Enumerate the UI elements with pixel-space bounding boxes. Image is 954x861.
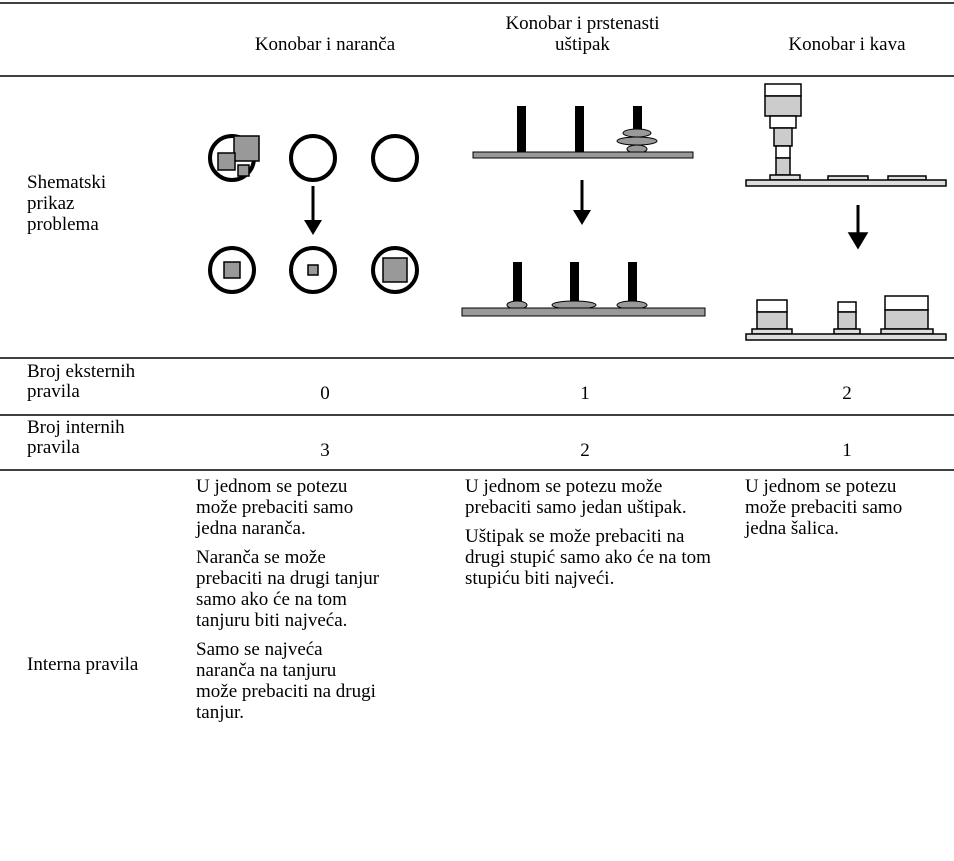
donut-diagram [461, 106, 706, 317]
rules-cell: U jednom se potezu može prebaciti samo j… [196, 476, 381, 731]
rule-text: Naranča se može prebaciti na drugi tanju… [196, 547, 380, 631]
coffee-diagram [745, 83, 947, 341]
rules-cell: U jednom se potezu može prebaciti samo j… [745, 476, 905, 547]
column-header: Konobar i kava [788, 34, 906, 55]
column-header: Konobar i prstenasti uštipak [505, 13, 660, 55]
row-label: Broj eksternih pravila [27, 361, 136, 402]
rule-text: U jednom se potezu može prebaciti samo j… [745, 476, 903, 539]
cell: 0 [320, 383, 330, 404]
cell: 3 [320, 440, 330, 461]
cell: 2 [580, 440, 590, 461]
rule-text: Samo se najveća naranča na tanjuru može … [196, 639, 376, 723]
rule-text: Uštipak se može prebaciti na drugi stupi… [465, 526, 711, 589]
rules-cell: U jednom se potezu može prebaciti samo j… [465, 476, 715, 597]
column-header: Konobar i naranča [254, 34, 396, 55]
rule-text: U jednom se potezu može prebaciti samo j… [465, 476, 687, 518]
row-label: Interna pravila [27, 654, 139, 675]
row-label: Shematski prikaz problema [27, 172, 107, 235]
cell: 1 [580, 383, 590, 404]
cell: 1 [842, 440, 852, 461]
cell: 2 [842, 383, 852, 404]
rule-text: U jednom se potezu može prebaciti samo j… [196, 476, 354, 539]
row-label: Broj internih pravila [27, 417, 125, 458]
